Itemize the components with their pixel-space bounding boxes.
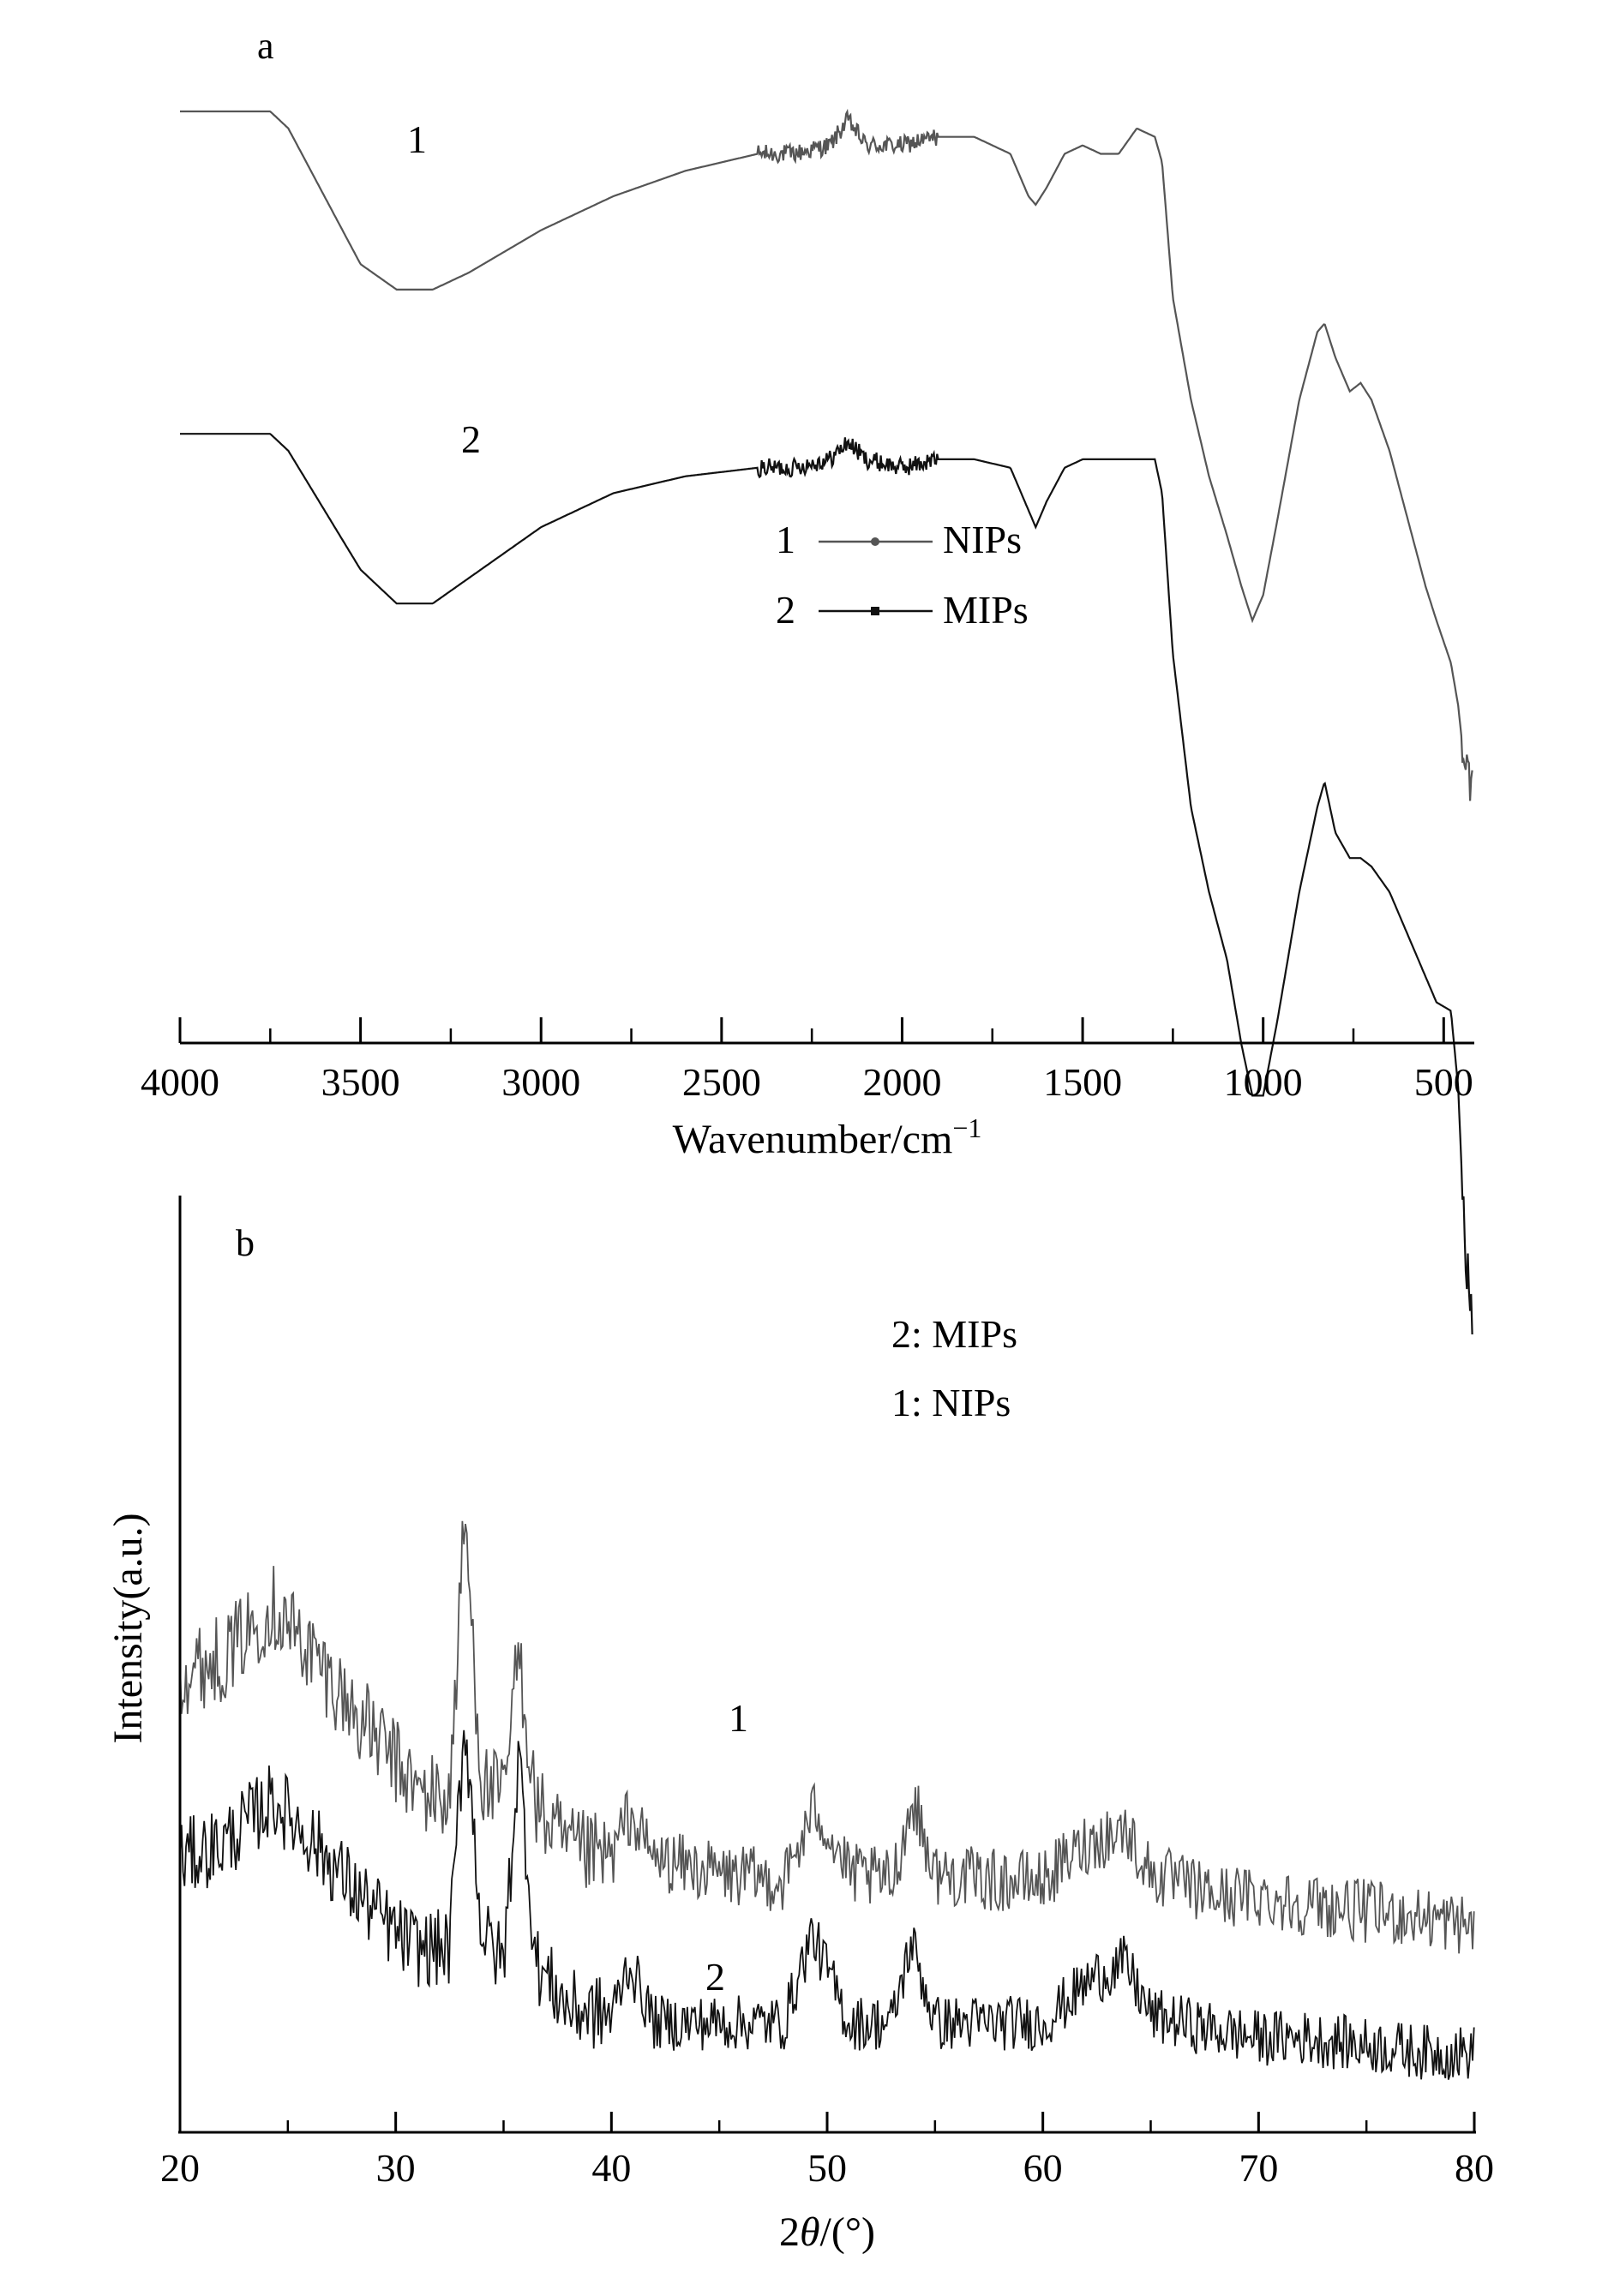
xrd-y-axis-title: Intensity(a.u.) [105,1513,151,1743]
xrd-x-axis-ticks: 20 30 40 50 60 70 80 [160,2112,1494,2190]
ftir-x-tick-label: 1500 [1043,1060,1122,1104]
ftir-legend-number-1: 1 [776,518,795,561]
xrd-x-axis-title: 2θ/(°) [779,2209,875,2255]
ftir-x-tick-label: 3500 [321,1060,400,1104]
xrd-x-tick-label: 30 [376,2146,416,2190]
ftir-curve-label-2: 2 [461,417,481,461]
ftir-legend-marker-nips [871,537,879,546]
ftir-mips-curve [180,433,1473,1335]
ftir-x-axis-ticks: 4000 3500 3000 2500 2000 1500 1000 500 [141,1017,1473,1104]
ftir-x-tick-label: 500 [1414,1060,1473,1104]
xrd-legend-nips: 1: NIPs [891,1381,1011,1424]
panel-a: a 1 2 1 NIPs 2 MIPs 4000 3500 3000 2500 2000… [141,25,1474,1335]
panel-b-label: b [236,1222,255,1264]
xrd-x-tick-label: 80 [1455,2146,1494,2190]
xrd-curve-label-1: 1 [729,1696,748,1740]
ftir-legend-name-nips: NIPs [943,518,1022,561]
panel-b: b 2: MIPs 1: NIPs 1 2 20 30 40 50 60 70 80 Int… [105,1196,1494,2255]
panel-a-label: a [257,25,274,67]
ftir-x-tick-label: 3000 [501,1060,580,1104]
xrd-x-tick-label: 40 [591,2146,631,2190]
ftir-nips-curve [180,108,1473,801]
xrd-x-tick-label: 60 [1023,2146,1063,2190]
ftir-x-tick-label: 1000 [1224,1060,1303,1104]
ftir-legend-name-mips: MIPs [943,588,1029,632]
ftir-x-tick-label: 4000 [141,1060,219,1104]
ftir-legend: 1 NIPs 2 MIPs [776,518,1029,632]
xrd-x-tick-label: 20 [160,2146,200,2190]
ftir-legend-marker-mips [871,607,879,615]
xrd-legend-mips: 2: MIPs [891,1312,1017,1356]
xrd-mips-curve [179,1729,1475,2080]
ftir-legend-number-2: 2 [776,588,795,632]
ftir-x-tick-label: 2000 [862,1060,941,1104]
ftir-x-tick-label: 2500 [682,1060,761,1104]
ftir-x-axis-title: Wavenumber/cm−1 [673,1112,982,1162]
xrd-nips-curve [179,1520,1475,1954]
xrd-curve-label-2: 2 [705,1955,725,1999]
ftir-curve-label-1: 1 [407,117,427,161]
xrd-x-tick-label: 50 [807,2146,847,2190]
xrd-x-tick-label: 70 [1239,2146,1278,2190]
